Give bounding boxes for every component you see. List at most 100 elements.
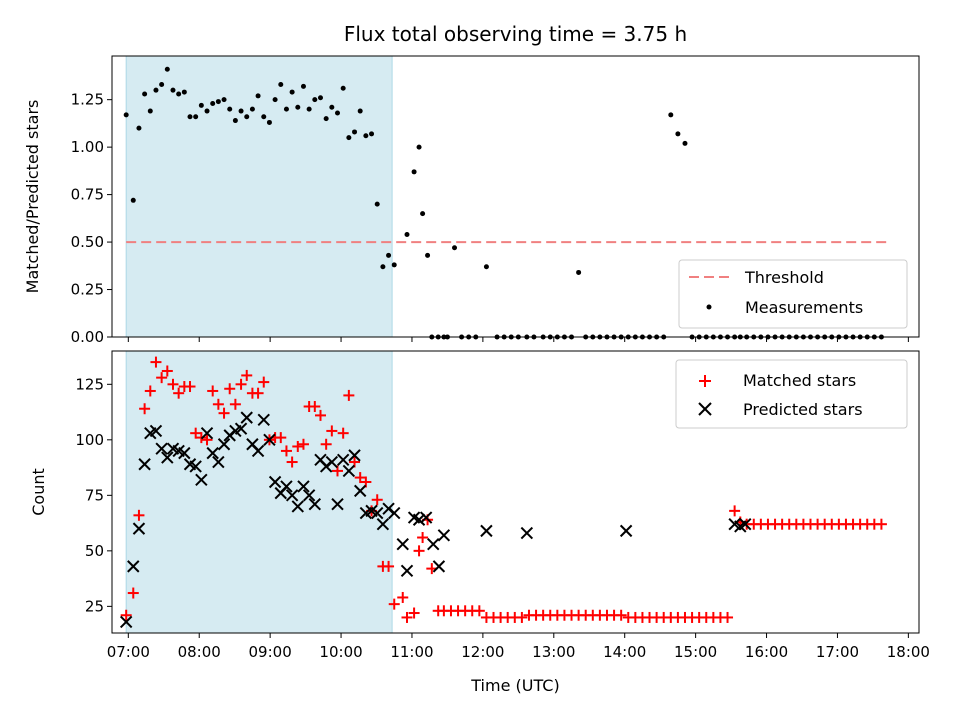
- measurement-point: [176, 91, 182, 97]
- measurement-point: [249, 106, 255, 112]
- xtick-label: 09:00: [249, 643, 292, 661]
- predicted-star-point: [437, 529, 451, 542]
- matched-star-point: [139, 403, 151, 415]
- matched-star-point: [275, 432, 287, 444]
- matched-star-point: [309, 401, 321, 413]
- measurement-point: [164, 66, 170, 72]
- matched-star-point: [417, 532, 429, 544]
- predicted-star-point: [739, 517, 752, 531]
- matched-star-point: [161, 365, 173, 377]
- bottom-ytick-label: 75: [85, 486, 104, 504]
- predicted-star-point: [388, 506, 401, 520]
- matched-star-point: [258, 376, 270, 388]
- matched-star-point: [133, 509, 145, 521]
- predicted-star-point: [155, 442, 168, 455]
- measurement-point: [317, 95, 323, 101]
- predicted-star-point: [138, 458, 151, 471]
- matched-star-point: [516, 611, 528, 623]
- legend-predicted-swatch: [698, 402, 712, 416]
- measurement-point: [159, 81, 165, 87]
- measurement-point: [261, 114, 267, 120]
- predicted-star-point: [353, 484, 367, 498]
- matched-star-point: [388, 598, 400, 610]
- measurement-point: [386, 252, 392, 258]
- measurement-point: [170, 87, 176, 93]
- measurement-point: [425, 252, 431, 258]
- predicted-star-point: [520, 526, 534, 540]
- measurement-point: [244, 114, 250, 120]
- measurement-point: [374, 201, 380, 207]
- xtick-label: 16:00: [745, 643, 788, 661]
- matched-star-point: [190, 427, 202, 439]
- observing-shaded-span: [125, 55, 393, 338]
- predicted-star-point: [285, 489, 299, 502]
- legend-matched-swatch: [699, 375, 711, 387]
- xtick-label: 10:00: [319, 643, 362, 661]
- measurement-point: [363, 133, 369, 139]
- measurement-point: [187, 114, 193, 120]
- measurement-point: [306, 106, 312, 112]
- predicted-star-point: [132, 522, 146, 535]
- measurement-point: [300, 83, 306, 89]
- measurement-point: [232, 118, 238, 124]
- chart-title: Flux total observing time = 3.75 h: [344, 22, 687, 46]
- measurement-point: [227, 106, 233, 112]
- matched-star-point: [235, 378, 247, 390]
- predicted-star-point: [189, 460, 202, 473]
- matched-star-point: [173, 387, 185, 399]
- predicted-star-point: [412, 513, 426, 526]
- bottom-legend: Matched stars Predicted stars: [675, 359, 908, 429]
- predicted-star-point: [200, 426, 214, 440]
- predicted-star-point: [480, 524, 493, 538]
- predicted-star-point: [291, 500, 305, 513]
- predicted-star-point: [257, 413, 270, 427]
- top-ytick-label: 0.00: [71, 328, 104, 346]
- predicted-star-point: [149, 424, 163, 438]
- measurement-point: [147, 108, 153, 114]
- matched-star-point: [383, 560, 395, 572]
- predicted-star-point: [161, 451, 174, 464]
- matched-star-point: [371, 494, 383, 506]
- bottom-legend-box: [675, 359, 908, 429]
- matched-star-point: [120, 609, 132, 621]
- measurement-point: [221, 97, 227, 103]
- measurement-point: [675, 131, 681, 137]
- top-ytick-label: 1.00: [71, 138, 104, 156]
- measurement-point: [215, 99, 221, 105]
- xtick-label: 11:00: [390, 643, 433, 661]
- predicted-star-point: [178, 446, 191, 460]
- matched-star-point: [297, 438, 309, 450]
- matched-star-point: [252, 387, 264, 399]
- matched-star-point: [150, 356, 162, 368]
- bottom-ytick-label: 100: [75, 431, 104, 449]
- predicted-star-point: [348, 449, 361, 462]
- top-ytick-label: 1.25: [71, 91, 104, 109]
- measurement-point: [416, 144, 422, 150]
- matched-star-point: [218, 407, 230, 419]
- measurement-point: [278, 81, 284, 87]
- measurement-point: [210, 100, 216, 106]
- top-plot-frame: [111, 55, 920, 338]
- xtick-label: 14:00: [603, 643, 646, 661]
- measurement-point: [682, 140, 688, 146]
- bottom-plot-frame: [111, 350, 920, 634]
- measurement-point: [130, 197, 136, 203]
- predicted-star-point: [127, 560, 140, 573]
- matched-star-point: [397, 591, 409, 603]
- measurement-point: [153, 87, 159, 93]
- matched-star-point: [207, 385, 219, 397]
- matched-star-point: [473, 605, 485, 617]
- measurement-point: [404, 231, 410, 237]
- predicted-star-point: [419, 511, 433, 524]
- measurement-point: [329, 104, 335, 110]
- predicted-star-point: [427, 537, 440, 551]
- bottom-ytick-label: 125: [75, 375, 104, 393]
- measurement-point: [576, 269, 582, 275]
- predicted-star-point: [297, 480, 310, 493]
- measurement-point: [346, 135, 352, 141]
- measurement-point: [142, 91, 148, 97]
- measurement-point: [483, 264, 489, 270]
- predicted-star-point: [119, 615, 133, 629]
- legend-measurements-swatch: [706, 304, 712, 310]
- legend-predicted-label: Predicted stars: [743, 400, 863, 419]
